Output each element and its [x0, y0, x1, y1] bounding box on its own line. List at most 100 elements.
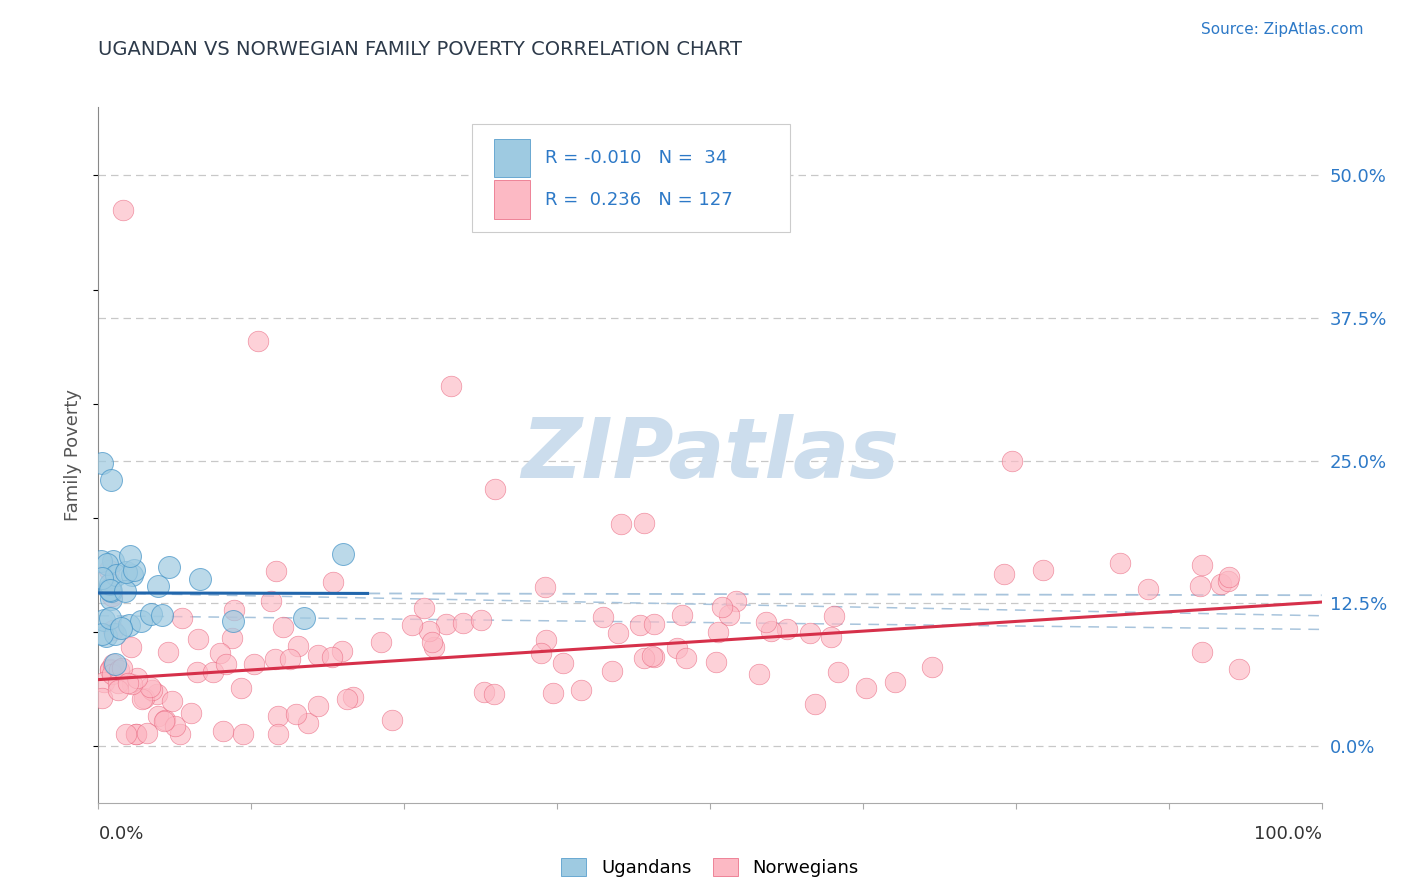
Point	[111, 661, 134, 675]
Point	[232, 727, 254, 741]
Point	[418, 624, 440, 638]
Point	[671, 608, 693, 623]
Point	[98, 611, 121, 625]
Point	[401, 617, 423, 632]
Point	[1191, 645, 1213, 659]
Point	[643, 617, 665, 632]
Point	[111, 202, 134, 217]
Point	[222, 614, 245, 628]
Point	[160, 694, 183, 708]
Point	[100, 591, 122, 606]
Point	[122, 563, 145, 577]
Point	[103, 657, 125, 671]
Point	[101, 623, 124, 637]
Point	[98, 664, 121, 678]
Point	[114, 583, 136, 598]
Point	[823, 609, 845, 624]
Point	[278, 651, 301, 665]
Point	[675, 651, 697, 665]
Point	[1032, 563, 1054, 577]
Point	[229, 681, 252, 696]
Point	[180, 706, 202, 720]
Point	[222, 603, 245, 617]
FancyBboxPatch shape	[471, 124, 790, 232]
Point	[267, 727, 290, 741]
Point	[148, 579, 170, 593]
Point	[717, 608, 740, 623]
Point	[336, 692, 359, 706]
Point	[90, 626, 112, 640]
Point	[172, 611, 194, 625]
Point	[776, 622, 799, 636]
Point	[748, 667, 770, 681]
Point	[640, 649, 662, 664]
Point	[98, 582, 121, 596]
Point	[118, 618, 141, 632]
Point	[883, 674, 905, 689]
Point	[484, 482, 506, 496]
Point	[541, 686, 564, 700]
Point	[110, 621, 132, 635]
Point	[569, 682, 592, 697]
Point	[150, 607, 173, 622]
Point	[412, 601, 434, 615]
Point	[91, 456, 114, 470]
Point	[628, 617, 651, 632]
Text: UGANDAN VS NORWEGIAN FAMILY POVERTY CORRELATION CHART: UGANDAN VS NORWEGIAN FAMILY POVERTY CORR…	[98, 40, 742, 59]
Point	[643, 649, 665, 664]
Point	[1001, 453, 1024, 467]
Point	[332, 547, 354, 561]
Y-axis label: Family Poverty: Family Poverty	[65, 389, 83, 521]
Text: R =  0.236   N = 127: R = 0.236 N = 127	[546, 191, 733, 209]
Point	[370, 635, 392, 649]
Point	[104, 657, 127, 671]
Point	[129, 614, 152, 628]
Point	[155, 713, 177, 727]
Point	[1211, 577, 1233, 591]
Point	[93, 613, 115, 627]
Point	[381, 713, 404, 727]
Point	[107, 676, 129, 690]
Point	[755, 615, 778, 629]
Point	[260, 593, 283, 607]
Point	[1227, 662, 1250, 676]
Text: Source: ZipAtlas.com: Source: ZipAtlas.com	[1201, 22, 1364, 37]
Point	[440, 379, 463, 393]
Point	[610, 516, 633, 531]
Point	[307, 698, 329, 713]
Point	[100, 589, 122, 603]
Point	[606, 625, 628, 640]
FancyBboxPatch shape	[494, 180, 530, 219]
Point	[472, 684, 495, 698]
Point	[152, 714, 174, 728]
Point	[115, 566, 138, 580]
Point	[104, 627, 127, 641]
Point	[921, 660, 943, 674]
Point	[118, 549, 141, 563]
Point	[188, 573, 211, 587]
Point	[212, 723, 235, 738]
Point	[100, 583, 122, 598]
Point	[451, 615, 474, 630]
Point	[187, 632, 209, 647]
Point	[287, 639, 309, 653]
Point	[125, 727, 148, 741]
Point	[98, 576, 121, 591]
Point	[263, 652, 285, 666]
Point	[202, 665, 225, 680]
Point	[243, 657, 266, 672]
Point	[100, 473, 122, 487]
Point	[247, 334, 270, 348]
Point	[342, 690, 364, 704]
Point	[307, 648, 329, 662]
Point	[482, 687, 505, 701]
Point	[141, 683, 163, 698]
Point	[104, 567, 127, 582]
Point	[704, 655, 727, 669]
Point	[633, 516, 655, 531]
Point	[423, 640, 446, 654]
Point	[803, 697, 825, 711]
Point	[121, 568, 143, 582]
Point	[132, 690, 155, 705]
Point	[271, 620, 294, 634]
